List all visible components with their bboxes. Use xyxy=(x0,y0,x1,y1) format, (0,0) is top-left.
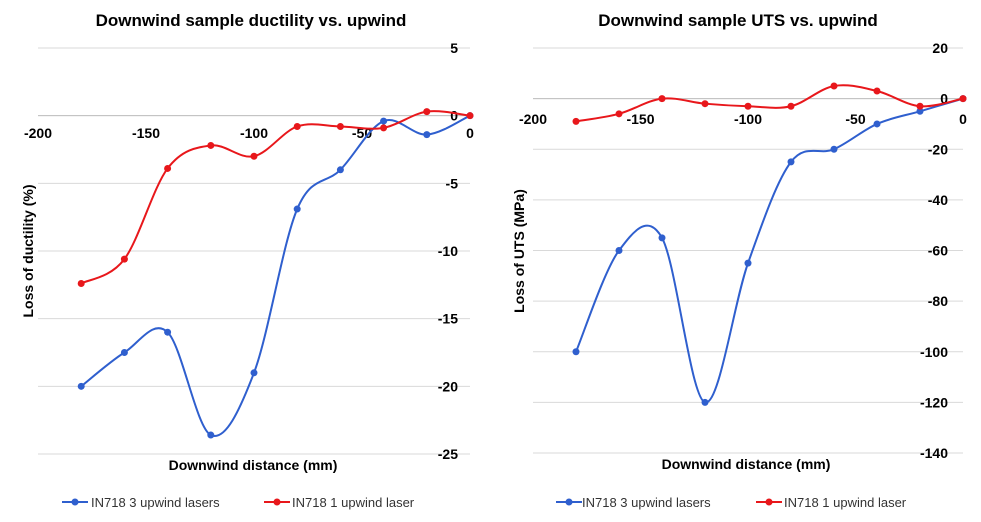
x-tick-label: -100 xyxy=(240,125,268,141)
series-line xyxy=(575,84,964,123)
chart-title: Downwind sample UTS vs. upwind xyxy=(598,11,878,30)
data-point xyxy=(336,122,344,130)
y-tick-label: -25 xyxy=(438,446,458,462)
legend-swatch-marker[interactable] xyxy=(273,498,281,506)
data-point xyxy=(916,102,924,110)
data-point xyxy=(423,108,431,116)
data-point xyxy=(787,158,795,166)
y-tick-label: 0 xyxy=(940,91,948,107)
data-point xyxy=(787,102,795,110)
y-tick-label: -140 xyxy=(920,445,948,461)
legend-label[interactable]: IN718 1 upwind laser xyxy=(784,495,907,510)
y-tick-label: -15 xyxy=(438,311,458,327)
data-point xyxy=(380,117,388,125)
data-point xyxy=(423,131,431,139)
x-tick-label: -50 xyxy=(845,111,865,127)
data-point xyxy=(572,348,580,356)
y-axis-label: Loss of UTS (MPa) xyxy=(511,189,527,313)
y-tick-label: -10 xyxy=(438,243,458,259)
data-point xyxy=(293,205,301,213)
x-tick-label: 0 xyxy=(959,111,967,127)
x-tick-label: -150 xyxy=(626,111,654,127)
data-point xyxy=(701,100,709,108)
data-point xyxy=(250,369,258,377)
y-tick-label: -20 xyxy=(928,141,948,157)
legend-swatch-marker[interactable] xyxy=(765,498,773,506)
y-tick-label: 0 xyxy=(450,108,458,124)
uts-chart: Downwind sample UTS vs. upwind 20 0 -20 -40 -… xyxy=(511,11,967,510)
legend-swatch-marker[interactable] xyxy=(71,498,79,506)
data-point xyxy=(77,279,85,287)
data-point xyxy=(658,234,666,242)
data-point xyxy=(744,259,752,267)
data-point xyxy=(293,122,301,130)
data-point xyxy=(164,328,172,336)
series-line xyxy=(80,114,471,437)
y-tick-label: -5 xyxy=(446,175,459,191)
data-point xyxy=(873,87,881,95)
data-point xyxy=(466,112,474,120)
x-tick-label: -150 xyxy=(132,125,160,141)
data-point xyxy=(615,247,623,254)
data-point xyxy=(658,95,666,103)
x-tick-label: -200 xyxy=(519,111,547,127)
y-tick-label: -100 xyxy=(920,344,948,360)
legend-swatch-marker[interactable] xyxy=(565,498,573,506)
data-point xyxy=(164,164,172,172)
legend-label[interactable]: IN718 3 upwind lasers xyxy=(91,495,220,510)
x-tick-label: 0 xyxy=(466,125,474,141)
x-axis-label: Downwind distance (mm) xyxy=(662,456,831,472)
series-line xyxy=(80,110,471,285)
data-point xyxy=(873,120,881,128)
y-tick-label: 20 xyxy=(932,40,948,56)
ductility-chart: Downwind sample ductility vs. upwind 5 0 -5… xyxy=(20,11,474,510)
data-point xyxy=(207,141,215,149)
data-point xyxy=(572,117,580,125)
legend-label[interactable]: IN718 3 upwind lasers xyxy=(582,495,711,510)
data-point xyxy=(701,398,709,406)
data-point xyxy=(380,124,388,132)
y-tick-label: -40 xyxy=(928,192,948,208)
data-point xyxy=(250,152,258,160)
data-point xyxy=(830,145,838,153)
y-tick-label: 5 xyxy=(450,40,458,56)
data-point xyxy=(77,382,85,390)
y-tick-label: -120 xyxy=(920,394,948,410)
y-tick-label: -80 xyxy=(928,293,948,309)
y-tick-label: -60 xyxy=(928,243,948,259)
data-point xyxy=(916,107,924,115)
data-point xyxy=(120,349,128,356)
data-point xyxy=(959,95,967,103)
x-tick-label: -100 xyxy=(734,111,762,127)
chart-title: Downwind sample ductility vs. upwind xyxy=(96,11,407,30)
data-point xyxy=(207,431,215,439)
data-point xyxy=(744,102,752,110)
data-point xyxy=(336,166,344,174)
data-point xyxy=(615,110,623,118)
y-axis-label: Loss of ductility (%) xyxy=(20,185,36,318)
data-point xyxy=(830,82,838,90)
data-point xyxy=(120,255,128,263)
legend-label[interactable]: IN718 1 upwind laser xyxy=(292,495,415,510)
x-axis-label: Downwind distance (mm) xyxy=(169,457,338,473)
x-tick-label: -200 xyxy=(24,125,52,141)
y-tick-label: -20 xyxy=(438,378,458,394)
